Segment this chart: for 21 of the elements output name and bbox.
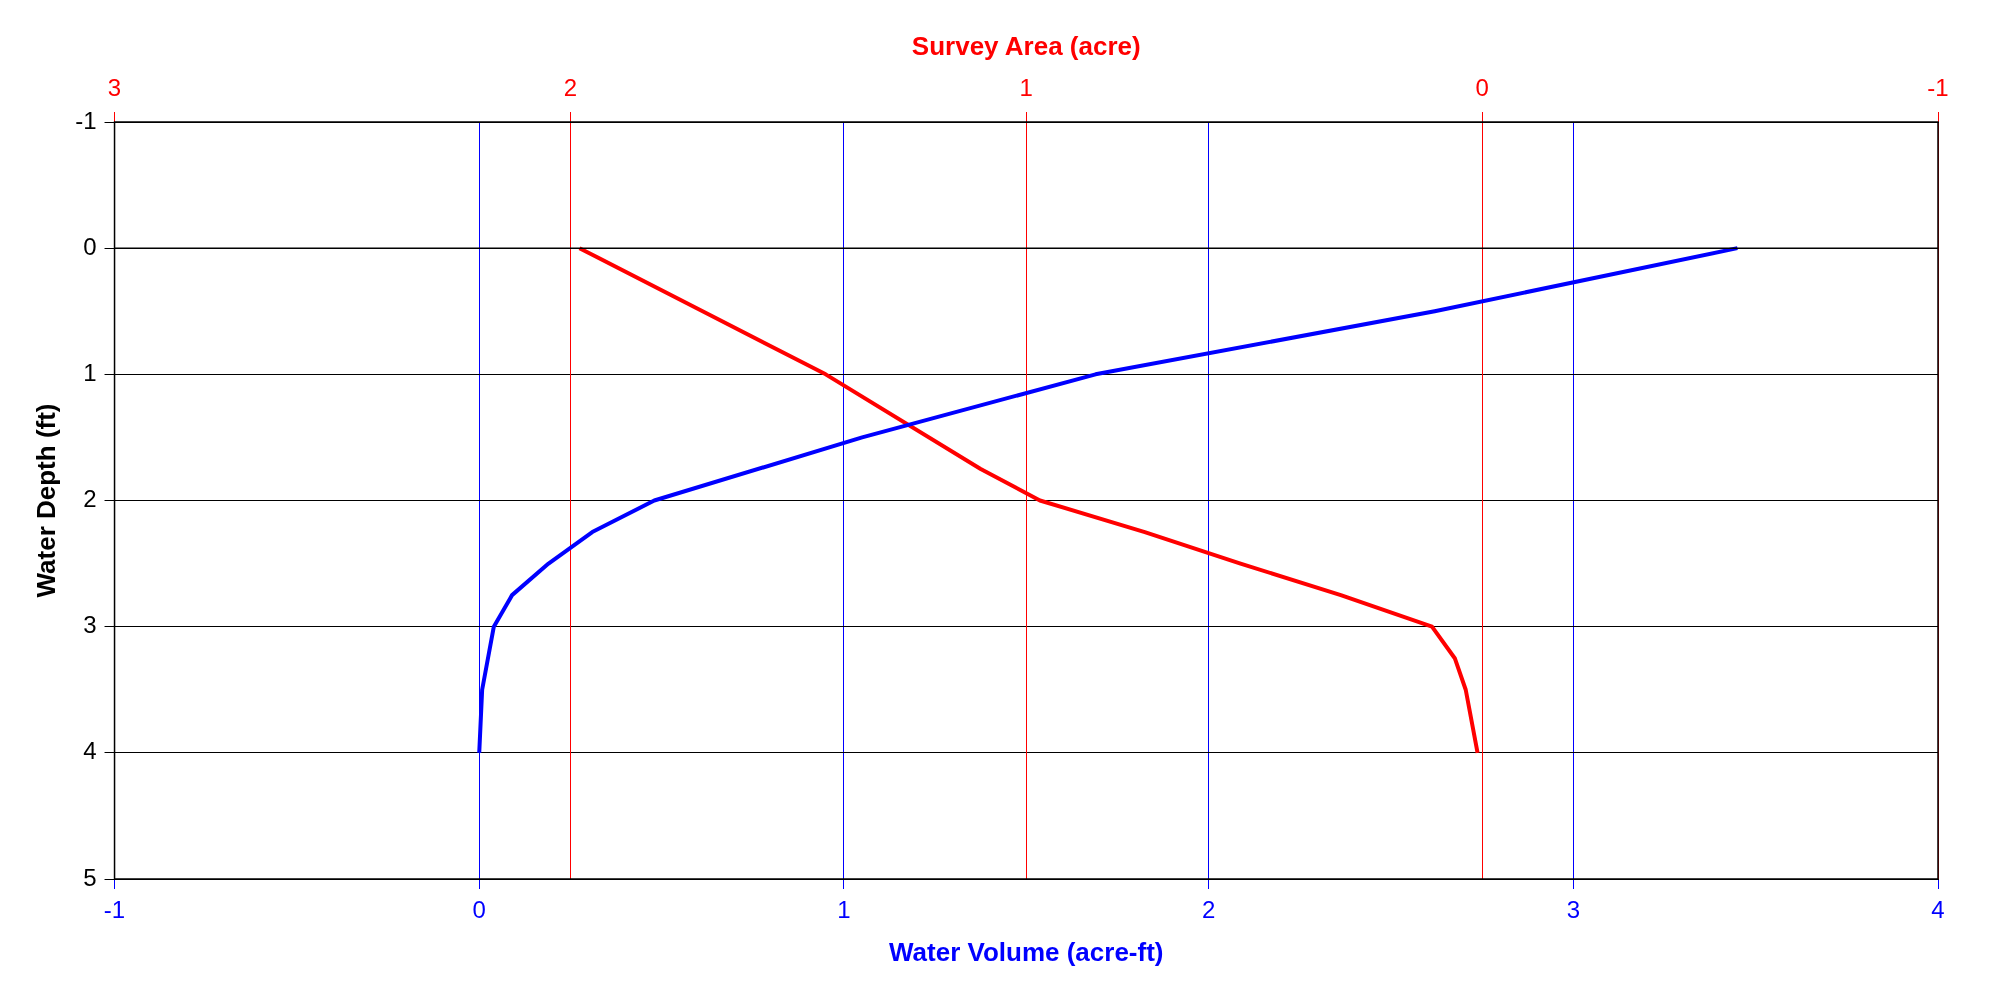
y-tick-label: -1: [75, 106, 97, 134]
y-tick-label: 1: [83, 358, 97, 386]
x-tick-label: 4: [1931, 896, 1945, 924]
y-tick-label: 2: [83, 485, 97, 513]
x2-tick-label: 3: [107, 74, 122, 102]
x-tick-label: 2: [1201, 896, 1216, 924]
x2-axis-title: Survey Area (acre): [911, 30, 1141, 61]
x2-tick-label: 2: [563, 74, 578, 102]
y-tick-label: 4: [83, 737, 97, 765]
x-tick-label: 1: [837, 896, 851, 924]
x2-tick-label: -1: [1927, 74, 1949, 102]
x-tick-label: 3: [1566, 896, 1580, 924]
y-axis-title: Water Depth (ft): [30, 403, 61, 598]
y-tick-label: 0: [83, 232, 97, 260]
y-tick-label: 3: [83, 611, 97, 639]
x2-tick-label: 0: [1475, 74, 1489, 102]
x-tick-label: -1: [103, 896, 126, 924]
x2-tick-label: 1: [1019, 74, 1033, 102]
x-axis-title: Water Volume (acre-ft): [889, 936, 1164, 967]
y-tick-label: 5: [83, 863, 97, 891]
x-tick-label: 0: [472, 896, 486, 924]
